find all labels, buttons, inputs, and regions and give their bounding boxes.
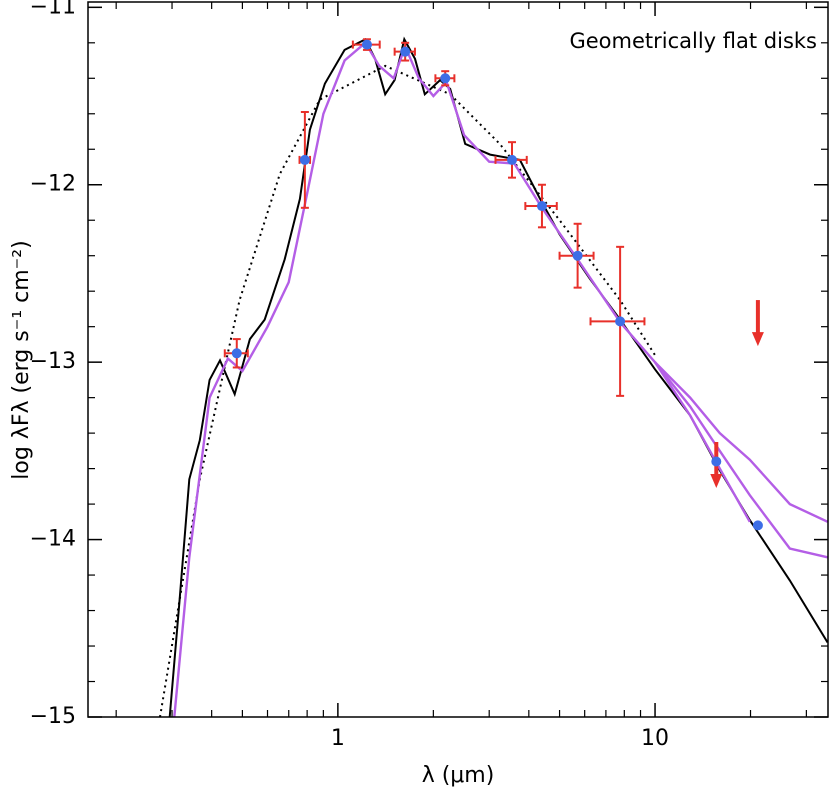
photometry-point <box>536 201 547 212</box>
model-curve <box>159 64 656 717</box>
photometry-point <box>400 46 411 57</box>
x-tick-label: 1 <box>331 726 345 751</box>
photometry-point <box>440 73 451 84</box>
x-tick-label: 10 <box>641 726 669 751</box>
x-axis-label: λ (μm) <box>422 763 495 788</box>
photometry-point <box>752 520 763 531</box>
model-curve <box>654 361 828 559</box>
upper-limit-head <box>710 474 723 488</box>
y-tick-label: −13 <box>30 349 76 374</box>
y-axis-label: log λFλ (erg s⁻¹ cm⁻²) <box>9 240 34 479</box>
y-tick-label: −14 <box>30 527 76 552</box>
photometry-point <box>615 316 626 327</box>
y-tick-label: −15 <box>30 704 76 729</box>
plot-frame <box>87 1 829 718</box>
model-curve <box>654 361 828 523</box>
photometry-point <box>572 250 583 261</box>
y-tick-label: −12 <box>30 172 76 197</box>
plot-area <box>159 36 828 717</box>
annotation: Geometrically flat disks <box>569 29 817 53</box>
y-tick-label: −11 <box>30 0 76 19</box>
photometry-point <box>507 154 518 165</box>
photometry-point <box>299 154 310 165</box>
photometry-point <box>711 456 722 467</box>
photometry-point <box>361 39 372 50</box>
upper-limit-head <box>751 332 764 347</box>
model-curve <box>168 36 828 717</box>
photometry-point <box>231 348 242 359</box>
